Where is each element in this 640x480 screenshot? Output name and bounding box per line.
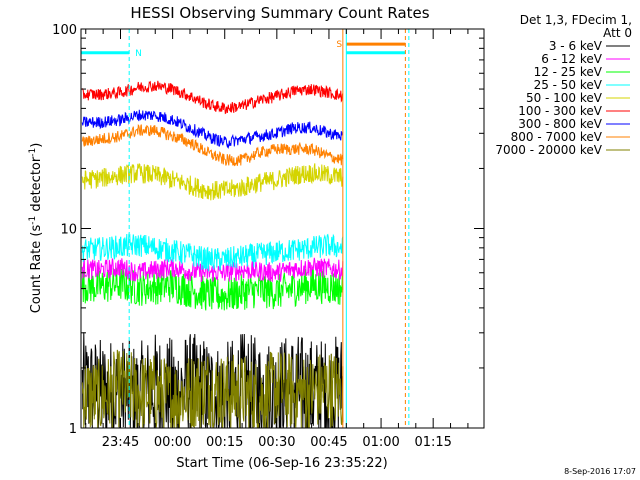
y-axis-label-sup1: -1 xyxy=(28,216,38,225)
marker-group xyxy=(128,29,410,428)
y-axis-label-mid: detector xyxy=(29,156,44,216)
x-tick-label: 00:00 xyxy=(154,435,191,450)
y-axis-label-main: Count Rate (s xyxy=(29,225,44,314)
legend-label: 3 - 6 keV xyxy=(549,39,603,53)
legend-label: 50 - 100 keV xyxy=(526,91,603,105)
y-axis-label: Count Rate (s-1 detector-1) xyxy=(28,143,44,314)
chart-title: HESSI Observing Summary Count Rates xyxy=(130,4,429,22)
x-tick-label: 01:15 xyxy=(414,435,451,450)
series-line xyxy=(81,349,344,428)
x-tick-label: 00:45 xyxy=(310,435,347,450)
series-line xyxy=(81,257,344,283)
series-line xyxy=(81,124,344,167)
x-tick-label: 00:30 xyxy=(258,435,295,450)
legend-label: 12 - 25 keV xyxy=(534,65,603,79)
flag-bar-group: NS xyxy=(81,40,406,59)
series-line xyxy=(81,267,344,311)
x-tick-label: 00:15 xyxy=(206,435,243,450)
legend-label: 300 - 800 keV xyxy=(518,117,602,131)
x-tick-label: 23:45 xyxy=(102,435,139,450)
footer-date: 8-Sep-2016 17:07 xyxy=(564,467,636,476)
y-tick-label: 10 xyxy=(60,223,77,238)
series-line xyxy=(81,80,344,115)
legend-label: 25 - 50 keV xyxy=(534,78,603,92)
flag-letter: S xyxy=(336,40,342,50)
y-tick-label: 1 xyxy=(69,422,77,437)
legend-label: 7000 - 20000 keV xyxy=(495,143,602,157)
y-tick-label: 100 xyxy=(52,23,77,38)
series-line xyxy=(81,163,344,201)
series-line xyxy=(81,109,344,150)
y-axis: 1 10 100 xyxy=(52,23,484,437)
flag-letter: N xyxy=(135,49,142,59)
x-tick-label: 01:00 xyxy=(362,435,399,450)
legend-header-line2: Att 0 xyxy=(603,26,632,40)
legend-header-line1: Det 1,3, FDecim 1, xyxy=(520,13,632,27)
x-axis-label: Start Time (06-Sep-16 23:35:22) xyxy=(176,456,387,471)
series-line xyxy=(81,233,344,272)
legend-label: 800 - 7000 keV xyxy=(511,130,603,144)
y-axis-label-sup2: -1 xyxy=(28,148,38,157)
legend-label: 100 - 300 keV xyxy=(518,104,602,118)
y-axis-label-end: ) xyxy=(29,143,44,148)
legend-label: 6 - 12 keV xyxy=(541,52,603,66)
x-axis: 23:45 00:00 00:15 00:30 00:45 01:00 01:15 xyxy=(85,29,469,450)
trace-group xyxy=(81,80,344,428)
